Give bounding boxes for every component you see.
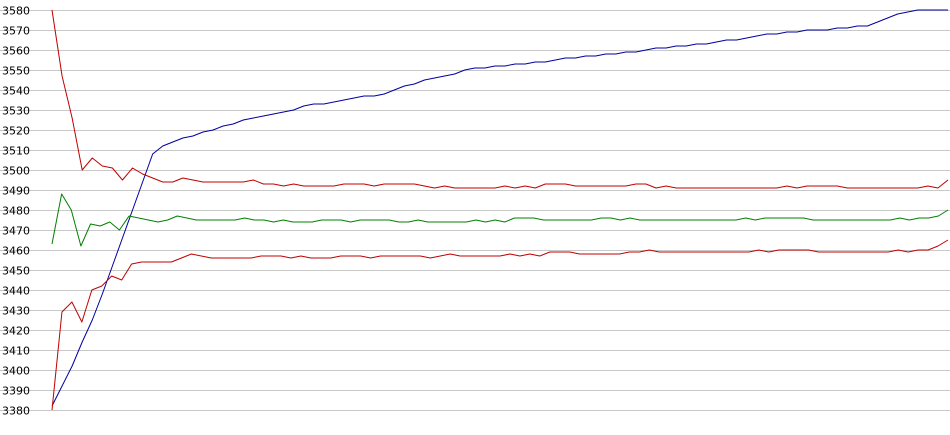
y-tick-label: 3470 <box>2 225 30 238</box>
grid-lines <box>0 10 950 411</box>
y-tick-label: 3460 <box>2 245 30 258</box>
y-tick-label: 3560 <box>2 45 30 58</box>
series-lines <box>51 9 949 411</box>
y-tick-label: 3490 <box>2 185 30 198</box>
y-tick-label: 3520 <box>2 125 30 138</box>
y-axis-tick-labels: 3580 3570 3560 3550 3540 3530 3520 3510 3500 3490… <box>2 5 30 418</box>
series-line-3 <box>51 193 949 247</box>
y-tick-label: 3570 <box>2 25 30 38</box>
y-tick-label: 3550 <box>2 65 30 78</box>
y-tick-label: 3410 <box>2 345 30 358</box>
y-tick-label: 3450 <box>2 265 30 278</box>
y-tick-label: 3540 <box>2 85 30 98</box>
y-tick-label: 3420 <box>2 325 30 338</box>
y-tick-label: 3510 <box>2 145 30 158</box>
y-tick-label: 3480 <box>2 205 30 218</box>
y-tick-label: 3530 <box>2 105 30 118</box>
y-tick-label: 3400 <box>2 365 30 378</box>
y-tick-label: 3580 <box>2 5 30 18</box>
y-tick-label: 3390 <box>2 385 30 398</box>
series-line-1 <box>51 9 948 407</box>
y-tick-label: 3440 <box>2 285 30 298</box>
y-tick-label: 3380 <box>2 405 30 418</box>
y-tick-label: 3500 <box>2 165 30 178</box>
series-line-4 <box>51 239 949 411</box>
y-tick-label: 3430 <box>2 305 30 318</box>
series-line-2 <box>51 9 949 189</box>
